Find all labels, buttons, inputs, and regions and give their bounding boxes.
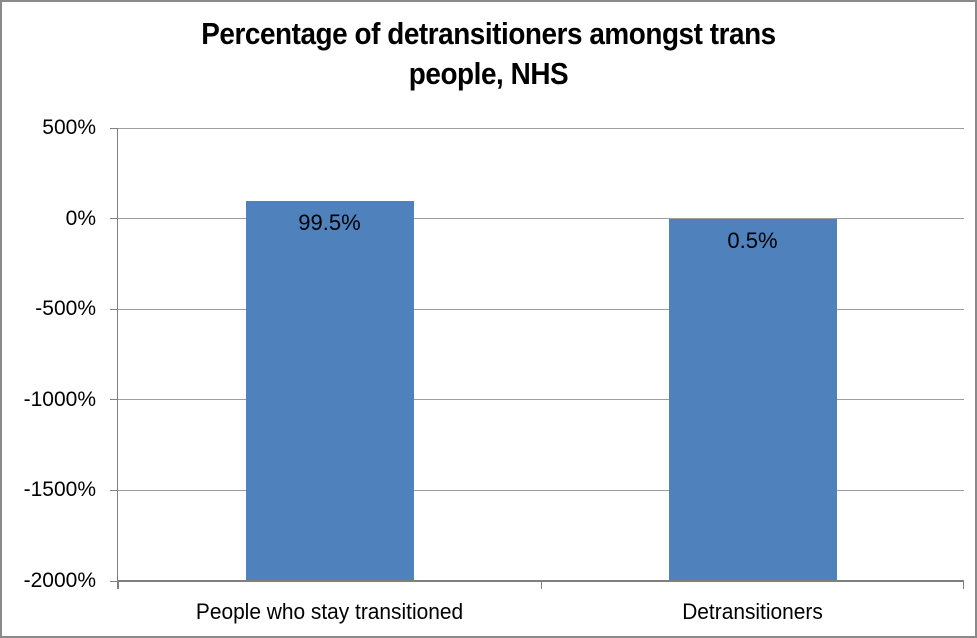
gridline-1500 bbox=[118, 489, 964, 491]
x-axis-category-label-detransitioners: Detransitioners bbox=[682, 599, 823, 624]
y-axis-label-1500: -1500% bbox=[23, 478, 96, 502]
gridline-1000 bbox=[118, 399, 964, 401]
gridline-0 bbox=[118, 218, 964, 220]
y-axis-label-500: 500% bbox=[42, 116, 96, 139]
x-axis-line bbox=[117, 580, 964, 582]
chart-title-line-1: Percentage of detransitioners amongst tr… bbox=[201, 16, 776, 51]
x-axis-tick-1 bbox=[541, 581, 542, 589]
gridline-500 bbox=[118, 127, 964, 129]
x-axis-category-label-people-who-stay-transitioned: People who stay transitioned bbox=[195, 599, 464, 624]
bar-detransitioners bbox=[668, 218, 837, 581]
y-axis-tick-2000 bbox=[110, 580, 118, 582]
gridline-500 bbox=[118, 308, 964, 310]
y-axis-label-2000: -2000% bbox=[23, 569, 96, 592]
chart-title: Percentage of detransitioners amongst tr… bbox=[51, 14, 927, 94]
y-axis-tick-0 bbox=[110, 218, 118, 220]
y-axis-label-1000: -1000% bbox=[23, 387, 96, 411]
y-axis-tick-500 bbox=[110, 127, 118, 129]
bar-value-label-people-who-stay-transitioned: 99.5% bbox=[298, 209, 361, 235]
x-axis-tick-2 bbox=[963, 581, 964, 589]
y-axis-tick-1500 bbox=[110, 489, 118, 491]
chart-title-line-2: people, NHS bbox=[408, 56, 569, 91]
x-axis-tick-0 bbox=[118, 581, 119, 589]
bar-value-label-detransitioners: 0.5% bbox=[727, 227, 778, 253]
y-axis-tick-1000 bbox=[110, 399, 118, 401]
y-axis-tick-500 bbox=[110, 308, 118, 310]
y-axis-line bbox=[117, 128, 118, 589]
y-axis-label-500: -500% bbox=[35, 297, 96, 321]
bar-people-who-stay-transitioned bbox=[245, 200, 414, 581]
y-axis-label-0: 0% bbox=[65, 206, 96, 230]
